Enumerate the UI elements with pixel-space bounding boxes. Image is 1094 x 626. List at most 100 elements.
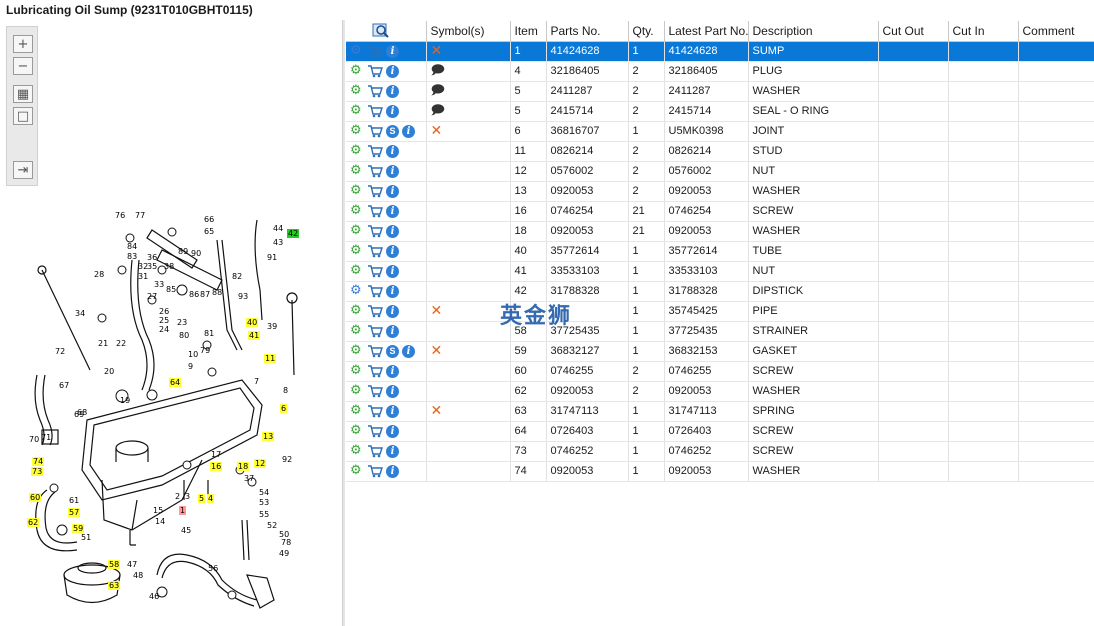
info-icon[interactable]: i: [386, 304, 399, 318]
callout-label[interactable]: 1: [179, 506, 187, 515]
info-icon[interactable]: i: [386, 284, 399, 298]
info-icon[interactable]: i: [386, 364, 399, 378]
callout-label[interactable]: 89: [178, 247, 189, 256]
gear-icon[interactable]: ⚙: [350, 463, 362, 478]
gear-icon[interactable]: ⚙: [350, 423, 362, 438]
callout-label[interactable]: 91: [267, 253, 278, 262]
cart-icon[interactable]: [367, 344, 383, 358]
callout-label[interactable]: 54: [259, 488, 270, 497]
multi-gear-icon[interactable]: ⚙: [350, 43, 362, 58]
gear-icon[interactable]: ⚙: [350, 343, 362, 358]
callout-label[interactable]: 72: [55, 347, 66, 356]
callout-label[interactable]: 48: [133, 571, 144, 580]
callout-label[interactable]: 50: [279, 530, 290, 539]
callout-label[interactable]: 18: [237, 462, 250, 471]
gear-icon[interactable]: ⚙: [350, 303, 362, 318]
callout-label[interactable]: 17: [211, 450, 222, 459]
callout-label[interactable]: 52: [267, 521, 278, 530]
callout-label[interactable]: 41: [248, 331, 261, 340]
table-row[interactable]: ⚙ i 60 0746255 2 0746255 SCREW: [346, 361, 1094, 382]
gear-icon[interactable]: ⚙: [350, 403, 362, 418]
table-row[interactable]: ⚙ i 16 0746254 21 0746254 SCREW: [346, 201, 1094, 222]
callout-label[interactable]: 71: [41, 433, 52, 442]
info-icon[interactable]: i: [386, 244, 399, 258]
cart-icon[interactable]: [367, 444, 383, 458]
column-header[interactable]: Symbol(s): [426, 21, 511, 42]
cart-icon[interactable]: [367, 204, 383, 218]
callout-label[interactable]: 45: [181, 526, 192, 535]
callout-label[interactable]: 43: [273, 238, 284, 247]
callout-label[interactable]: 90: [191, 249, 202, 258]
callout-label[interactable]: 7: [254, 377, 260, 386]
callout-label[interactable]: 62: [27, 518, 40, 527]
gear-icon[interactable]: ⚙: [350, 243, 362, 258]
table-row[interactable]: ⚙ i 64 0726403 1 0726403 SCREW: [346, 421, 1094, 442]
callout-label[interactable]: 59: [72, 524, 85, 533]
gear-icon[interactable]: ⚙: [350, 363, 362, 378]
callout-label[interactable]: 63: [108, 581, 121, 590]
gear-icon[interactable]: ⚙: [350, 63, 362, 78]
column-header-actions[interactable]: [346, 21, 427, 42]
column-header[interactable]: Cut Out: [878, 21, 949, 42]
callout-label[interactable]: 55: [259, 510, 270, 519]
callout-label[interactable]: 77: [135, 211, 146, 220]
gear-icon[interactable]: ⚙: [350, 143, 362, 158]
exploded-parts-diagram[interactable]: [12, 200, 312, 620]
cart-icon[interactable]: [367, 304, 383, 318]
info-icon[interactable]: i: [386, 224, 399, 238]
column-header[interactable]: Cut In: [948, 21, 1019, 42]
callout-label[interactable]: 21: [98, 339, 109, 348]
info-icon[interactable]: i: [386, 64, 399, 78]
table-row[interactable]: ⚙ i 40 35772614 1 35772614 TUBE: [346, 241, 1094, 262]
table-row[interactable]: ⚙ i 🗩 5 2415714 2 2415714 SEAL - O RING: [346, 101, 1094, 122]
column-header[interactable]: Comment: [1018, 21, 1094, 42]
zoom-out-button[interactable]: −: [13, 57, 33, 75]
column-header[interactable]: Latest Part No.: [664, 21, 749, 42]
callout-label[interactable]: 83: [127, 252, 138, 261]
info-icon[interactable]: i: [386, 404, 399, 418]
info-icon[interactable]: i: [386, 184, 399, 198]
callout-label[interactable]: 8: [283, 386, 289, 395]
callout-label[interactable]: 46: [149, 592, 160, 601]
info-icon[interactable]: i: [386, 264, 399, 278]
gear-icon[interactable]: ⚙: [350, 203, 362, 218]
callout-label[interactable]: 79: [200, 346, 211, 355]
table-row[interactable]: ⚙ i 58 37725435 1 37725435 STRAINER: [346, 321, 1094, 342]
info-icon[interactable]: i: [386, 424, 399, 438]
callout-label[interactable]: 15: [153, 506, 164, 515]
callout-label[interactable]: 73: [31, 467, 44, 476]
gear-icon[interactable]: ⚙: [350, 263, 362, 278]
cart-icon[interactable]: [367, 124, 383, 138]
info-icon[interactable]: i: [386, 204, 399, 218]
column-header[interactable]: Description: [748, 21, 879, 42]
zoom-in-button[interactable]: +: [13, 35, 33, 53]
actual-size-button[interactable]: □: [13, 107, 33, 125]
cart-icon[interactable]: [367, 464, 383, 478]
callout-label[interactable]: 27: [147, 292, 158, 301]
callout-label[interactable]: 68: [77, 408, 88, 417]
table-row[interactable]: ⚙ i 12 0576002 2 0576002 NUT: [346, 161, 1094, 182]
callout-label[interactable]: 24: [159, 325, 170, 334]
callout-label[interactable]: 88: [212, 288, 223, 297]
callout-label[interactable]: 76: [115, 211, 126, 220]
gear-icon[interactable]: ⚙: [350, 223, 362, 238]
callout-label[interactable]: 35: [147, 262, 158, 271]
callout-label[interactable]: 93: [238, 292, 249, 301]
callout-label[interactable]: 3: [185, 492, 191, 501]
callout-label[interactable]: 31: [138, 272, 149, 281]
info-icon[interactable]: i: [402, 344, 415, 358]
cart-icon[interactable]: [367, 364, 383, 378]
table-row[interactable]: ⚙ i ✕ 1 35745425 PIPE: [346, 301, 1094, 322]
table-row[interactable]: ⚙ i 13 0920053 2 0920053 WASHER: [346, 181, 1094, 202]
table-row[interactable]: ⚙ i 41 33533103 1 33533103 NUT: [346, 261, 1094, 282]
callout-label[interactable]: 26: [159, 307, 170, 316]
fit-view-button[interactable]: ▦: [13, 85, 33, 103]
cart-icon[interactable]: [367, 84, 383, 98]
callout-label[interactable]: 28: [94, 270, 105, 279]
pane-splitter[interactable]: [342, 20, 345, 626]
table-row[interactable]: ⚙ i ✕ 63 31747113 1 31747113 SPRING: [346, 401, 1094, 422]
column-header[interactable]: Item: [510, 21, 547, 42]
gear-icon[interactable]: ⚙: [350, 83, 362, 98]
callout-label[interactable]: 11: [264, 354, 277, 363]
